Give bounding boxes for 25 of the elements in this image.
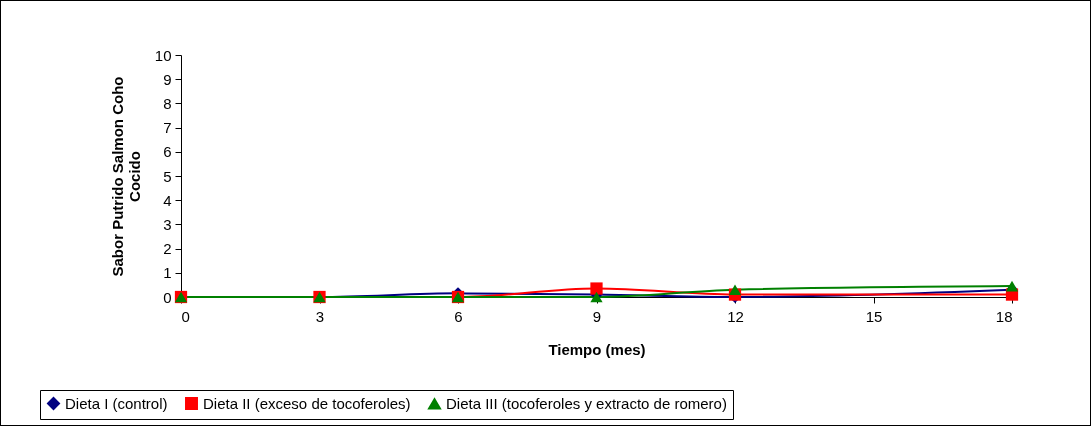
x-tick-label: 9 (592, 307, 602, 325)
y-tick-label: 2 (163, 240, 172, 258)
x-tick-label: 3 (315, 307, 325, 325)
x-axis-title: Tiempo (mes) (548, 340, 646, 358)
y-tick-label: 9 (163, 70, 172, 88)
y-tick-label: 8 (163, 94, 172, 112)
legend-label: Dieta III (tocoferoles y extracto de romero) (446, 394, 727, 412)
y-tick-label: 0 (163, 288, 172, 306)
legend-label: Dieta II (exceso de tocoferoles) (203, 394, 411, 412)
point (1005, 280, 1019, 292)
y-tick-label: 3 (163, 215, 172, 233)
x-tick-label: 12 (727, 307, 744, 325)
x-tick-label: 0 (181, 307, 190, 325)
y-tick-label: 1 (163, 264, 172, 282)
y-tick-label: 4 (163, 191, 172, 209)
x-tick-label: 18 (995, 307, 1013, 325)
x-tick-label: 6 (454, 307, 463, 325)
x-tick-label: 15 (865, 307, 883, 325)
y-tick-label: 7 (163, 119, 172, 137)
y-tick-label: 10 (154, 46, 172, 64)
y-axis-title: Sabor Putrido Salmon Coho Cocido (108, 76, 143, 277)
y-tick-label: 6 (163, 143, 172, 161)
y-tick-label: 5 (163, 167, 172, 185)
legend-label: Dieta I (control) (65, 394, 168, 412)
point (728, 284, 742, 296)
